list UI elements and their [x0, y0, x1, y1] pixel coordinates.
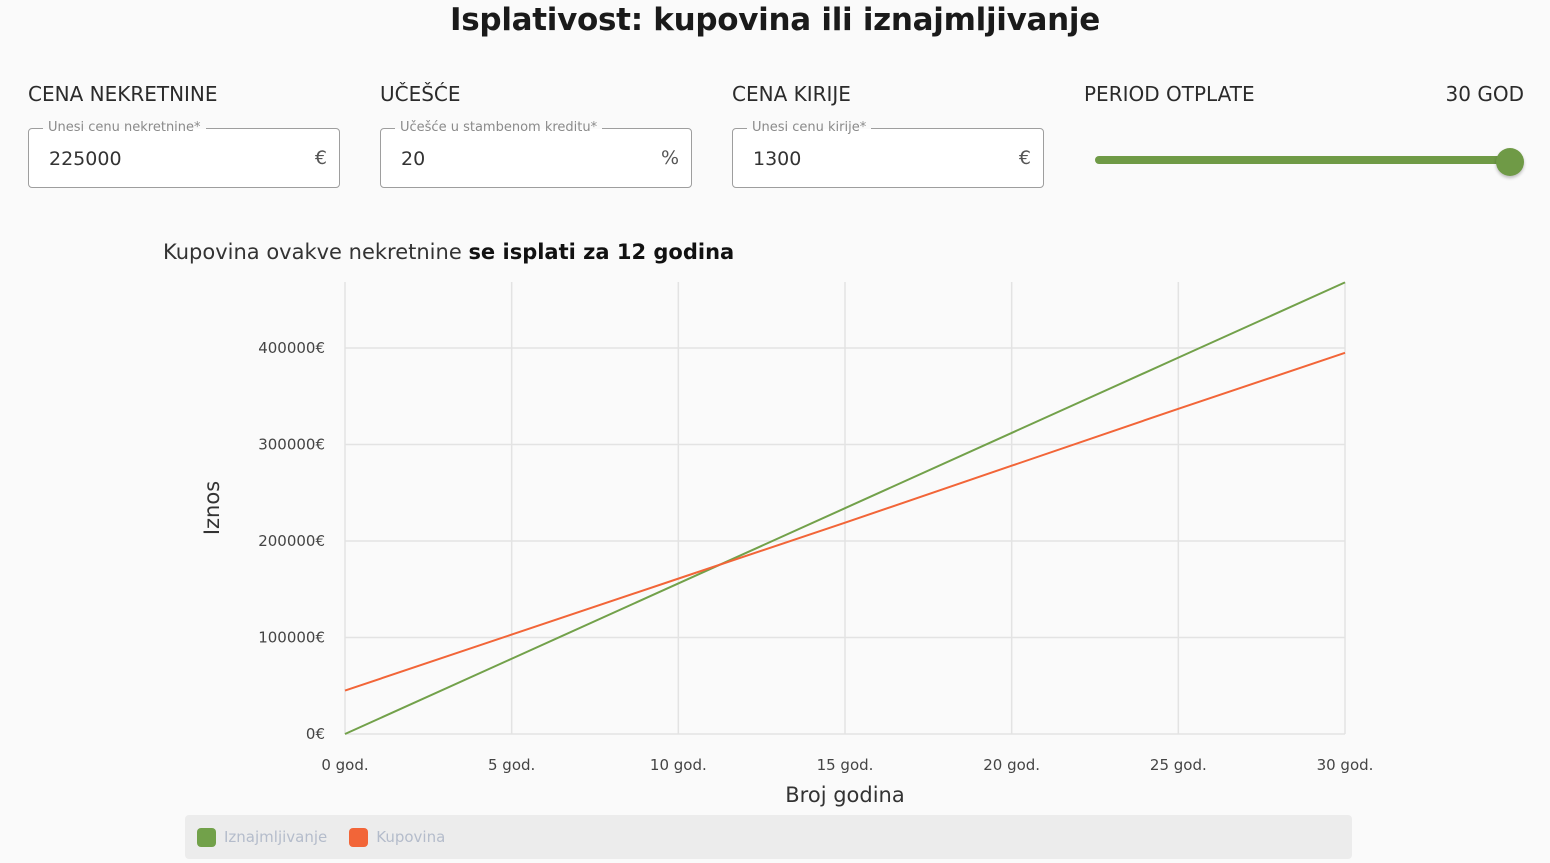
- legend-label-buy: Kupovina: [376, 828, 446, 846]
- buy-series-line: [344, 351, 1346, 692]
- euro-icon: €: [314, 147, 327, 169]
- repayment-period-value: 30 GOD: [1445, 82, 1524, 106]
- rent-price-label: CENA KIRIJE: [732, 82, 851, 106]
- rent-series-line: [344, 281, 1346, 735]
- summary-highlight: se isplati za 12 godina: [468, 240, 735, 264]
- x-tick-label: 0 god.: [321, 756, 368, 774]
- y-tick-label: 400000€: [258, 339, 325, 357]
- x-tick-label: 30 god.: [1317, 756, 1374, 774]
- repayment-period-slider-track[interactable]: [1095, 156, 1513, 164]
- euro-icon: €: [1018, 147, 1031, 169]
- down-payment-input[interactable]: [401, 146, 641, 172]
- repayment-period-slider-thumb[interactable]: [1496, 148, 1524, 176]
- break-even-summary: Kupovina ovakve nekretnine se isplati za…: [163, 240, 734, 264]
- property-price-field[interactable]: Unesi cenu nekretnine* €: [28, 120, 340, 188]
- x-tick-label: 25 god.: [1150, 756, 1207, 774]
- y-tick-label: 300000€: [258, 436, 325, 454]
- down-payment-field[interactable]: Učešće u stambenom kreditu* %: [380, 120, 692, 188]
- chart-series: [344, 281, 1346, 735]
- x-tick-label: 15 god.: [817, 756, 874, 774]
- summary-prefix: Kupovina ovakve nekretnine: [163, 240, 469, 264]
- y-tick-label: 100000€: [258, 629, 325, 647]
- chart-grid: [344, 282, 1346, 735]
- chart-legend: Iznajmljivanje Kupovina: [185, 815, 1352, 859]
- down-payment-label: UČEŠĆE: [380, 82, 461, 106]
- property-price-label: CENA NEKRETNINE: [28, 82, 218, 106]
- repayment-period-group: PERIOD OTPLATE 30 GOD: [1084, 80, 1524, 176]
- rent-price-floating-label: Unesi cenu kirije*: [747, 120, 872, 136]
- legend-swatch-rent: [197, 827, 216, 847]
- y-tick-label: 200000€: [258, 532, 325, 550]
- property-price-floating-label: Unesi cenu nekretnine*: [43, 120, 206, 136]
- y-axis-ticks: 0€ 100000€ 200000€ 300000€ 400000€: [258, 339, 325, 743]
- down-payment-floating-label: Učešće u stambenom kreditu*: [395, 120, 603, 136]
- property-price-input[interactable]: [49, 146, 289, 172]
- y-tick-label: 0€: [306, 725, 325, 743]
- x-axis-label: Broj godina: [785, 783, 904, 807]
- page-title: Isplativost: kupovina ili iznajmljivanje: [450, 2, 1100, 38]
- x-axis-ticks: 0 god. 5 god. 10 god. 15 god. 20 god. 25 god.…: [321, 756, 1373, 774]
- rent-price-field[interactable]: Unesi cenu kirije* €: [732, 120, 1044, 188]
- x-tick-label: 10 god.: [650, 756, 707, 774]
- repayment-period-label: PERIOD OTPLATE: [1084, 82, 1255, 106]
- legend-swatch-buy: [349, 827, 369, 847]
- y-axis-label: Iznos: [200, 481, 224, 535]
- x-tick-label: 5 god.: [488, 756, 535, 774]
- percent-icon: %: [660, 147, 679, 169]
- property-price-group: CENA NEKRETNINE Unesi cenu nekretnine* €: [28, 80, 340, 188]
- down-payment-group: UČEŠĆE Učešće u stambenom kreditu* %: [380, 80, 692, 188]
- legend-label-rent: Iznajmljivanje: [224, 828, 328, 846]
- rent-price-input[interactable]: [753, 146, 993, 172]
- rent-price-group: CENA KIRIJE Unesi cenu kirije* €: [732, 80, 1044, 188]
- legend-item-buy[interactable]: Kupovina: [349, 827, 446, 847]
- legend-item-rent[interactable]: Iznajmljivanje: [197, 827, 328, 847]
- x-tick-label: 20 god.: [983, 756, 1040, 774]
